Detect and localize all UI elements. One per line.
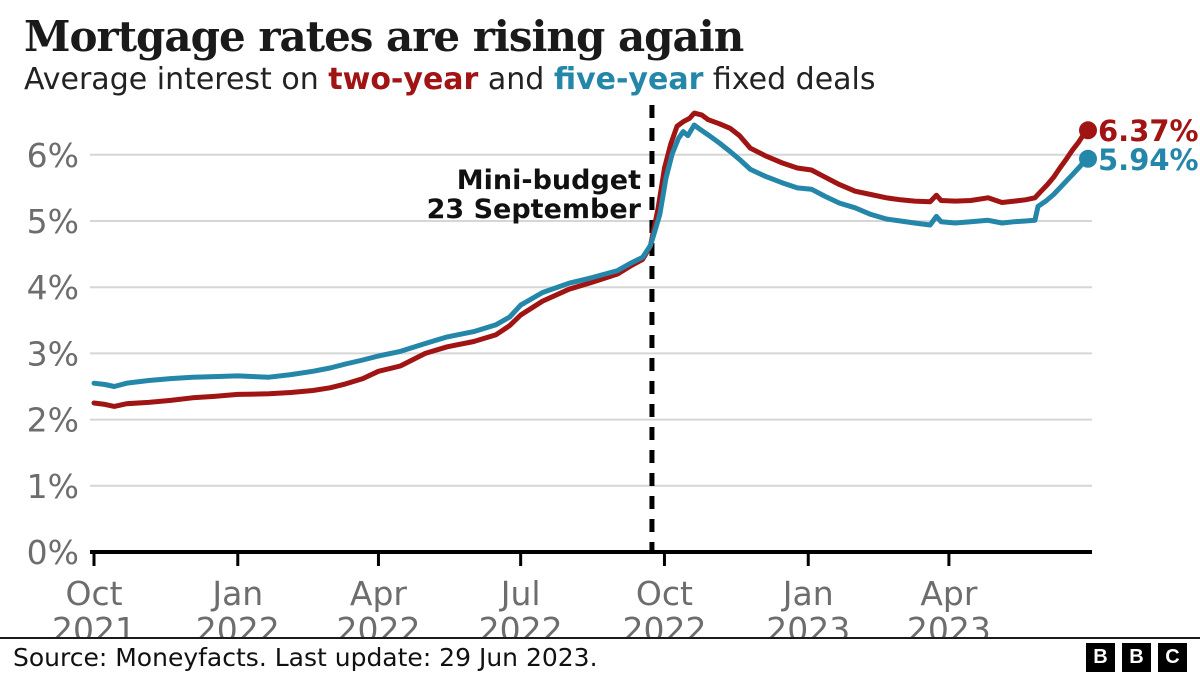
- x-tick-label-year: 2023: [766, 610, 850, 637]
- bbc-logo-block-3: C: [1158, 642, 1187, 672]
- x-tick-label-month: Oct: [65, 574, 122, 613]
- event-annotation-line1: Mini-budget: [456, 165, 641, 196]
- event-annotation-line2: 23 September: [426, 194, 641, 226]
- x-tick-label-month: Oct: [636, 574, 693, 613]
- end-dot-two-year: [1079, 121, 1097, 140]
- x-tick-label-year: 2023: [907, 610, 991, 637]
- page-title: Mortgage rates are rising again: [24, 12, 744, 61]
- x-tick-label-year: 2022: [196, 610, 280, 637]
- y-tick-label: 4%: [27, 268, 79, 307]
- subtitle-suffix: fixed deals: [703, 62, 876, 97]
- y-tick-label: 2%: [27, 401, 79, 440]
- source-note: Source: Moneyfacts. Last update: 29 Jun …: [13, 642, 598, 672]
- bbc-logo: B B C: [1086, 642, 1187, 672]
- y-tick-label: 6%: [27, 136, 79, 175]
- series-line-five-year: [91, 122, 1091, 389]
- x-tick-label-month: Jul: [499, 574, 541, 613]
- y-tick-label: 1%: [27, 467, 79, 506]
- subtitle-prefix: Average interest on: [24, 62, 329, 97]
- end-dot-five-year: [1079, 149, 1097, 168]
- x-tick-label-month: Apr: [350, 574, 408, 613]
- x-tick-label-year: 2022: [479, 610, 563, 637]
- end-value-two-year: 6.37%: [1098, 114, 1199, 148]
- end-value-five-year: 5.94%: [1098, 143, 1199, 177]
- x-tick-label-year: 2021: [52, 610, 136, 637]
- subtitle-series-two-year: two-year: [328, 62, 479, 97]
- y-tick-label: 0%: [27, 533, 79, 572]
- bbc-logo-block-1: B: [1086, 642, 1115, 672]
- event-annotation: Mini-budget 23 September: [427, 166, 641, 224]
- footer-bar: Source: Moneyfacts. Last update: 29 Jun …: [0, 637, 1200, 675]
- x-tick-label-year: 2022: [622, 610, 706, 637]
- chart-subtitle: Average interest on two-year and five-ye…: [24, 62, 876, 97]
- x-tick-label-month: Apr: [920, 574, 978, 613]
- series-line-two-year: [91, 110, 1091, 409]
- subtitle-and: and: [478, 62, 554, 97]
- x-tick-label-year: 2022: [336, 610, 420, 637]
- chart-svg: 0%1%2%3%4%5%6%Oct2021Jan2022Apr2022Jul20…: [27, 105, 1097, 637]
- y-tick-label: 5%: [27, 202, 79, 241]
- bbc-logo-block-2: B: [1122, 642, 1151, 672]
- x-tick-label-month: Jan: [210, 574, 263, 613]
- x-tick-label-month: Jan: [781, 574, 834, 613]
- subtitle-series-five-year: five-year: [553, 62, 704, 97]
- y-tick-label: 3%: [27, 334, 79, 373]
